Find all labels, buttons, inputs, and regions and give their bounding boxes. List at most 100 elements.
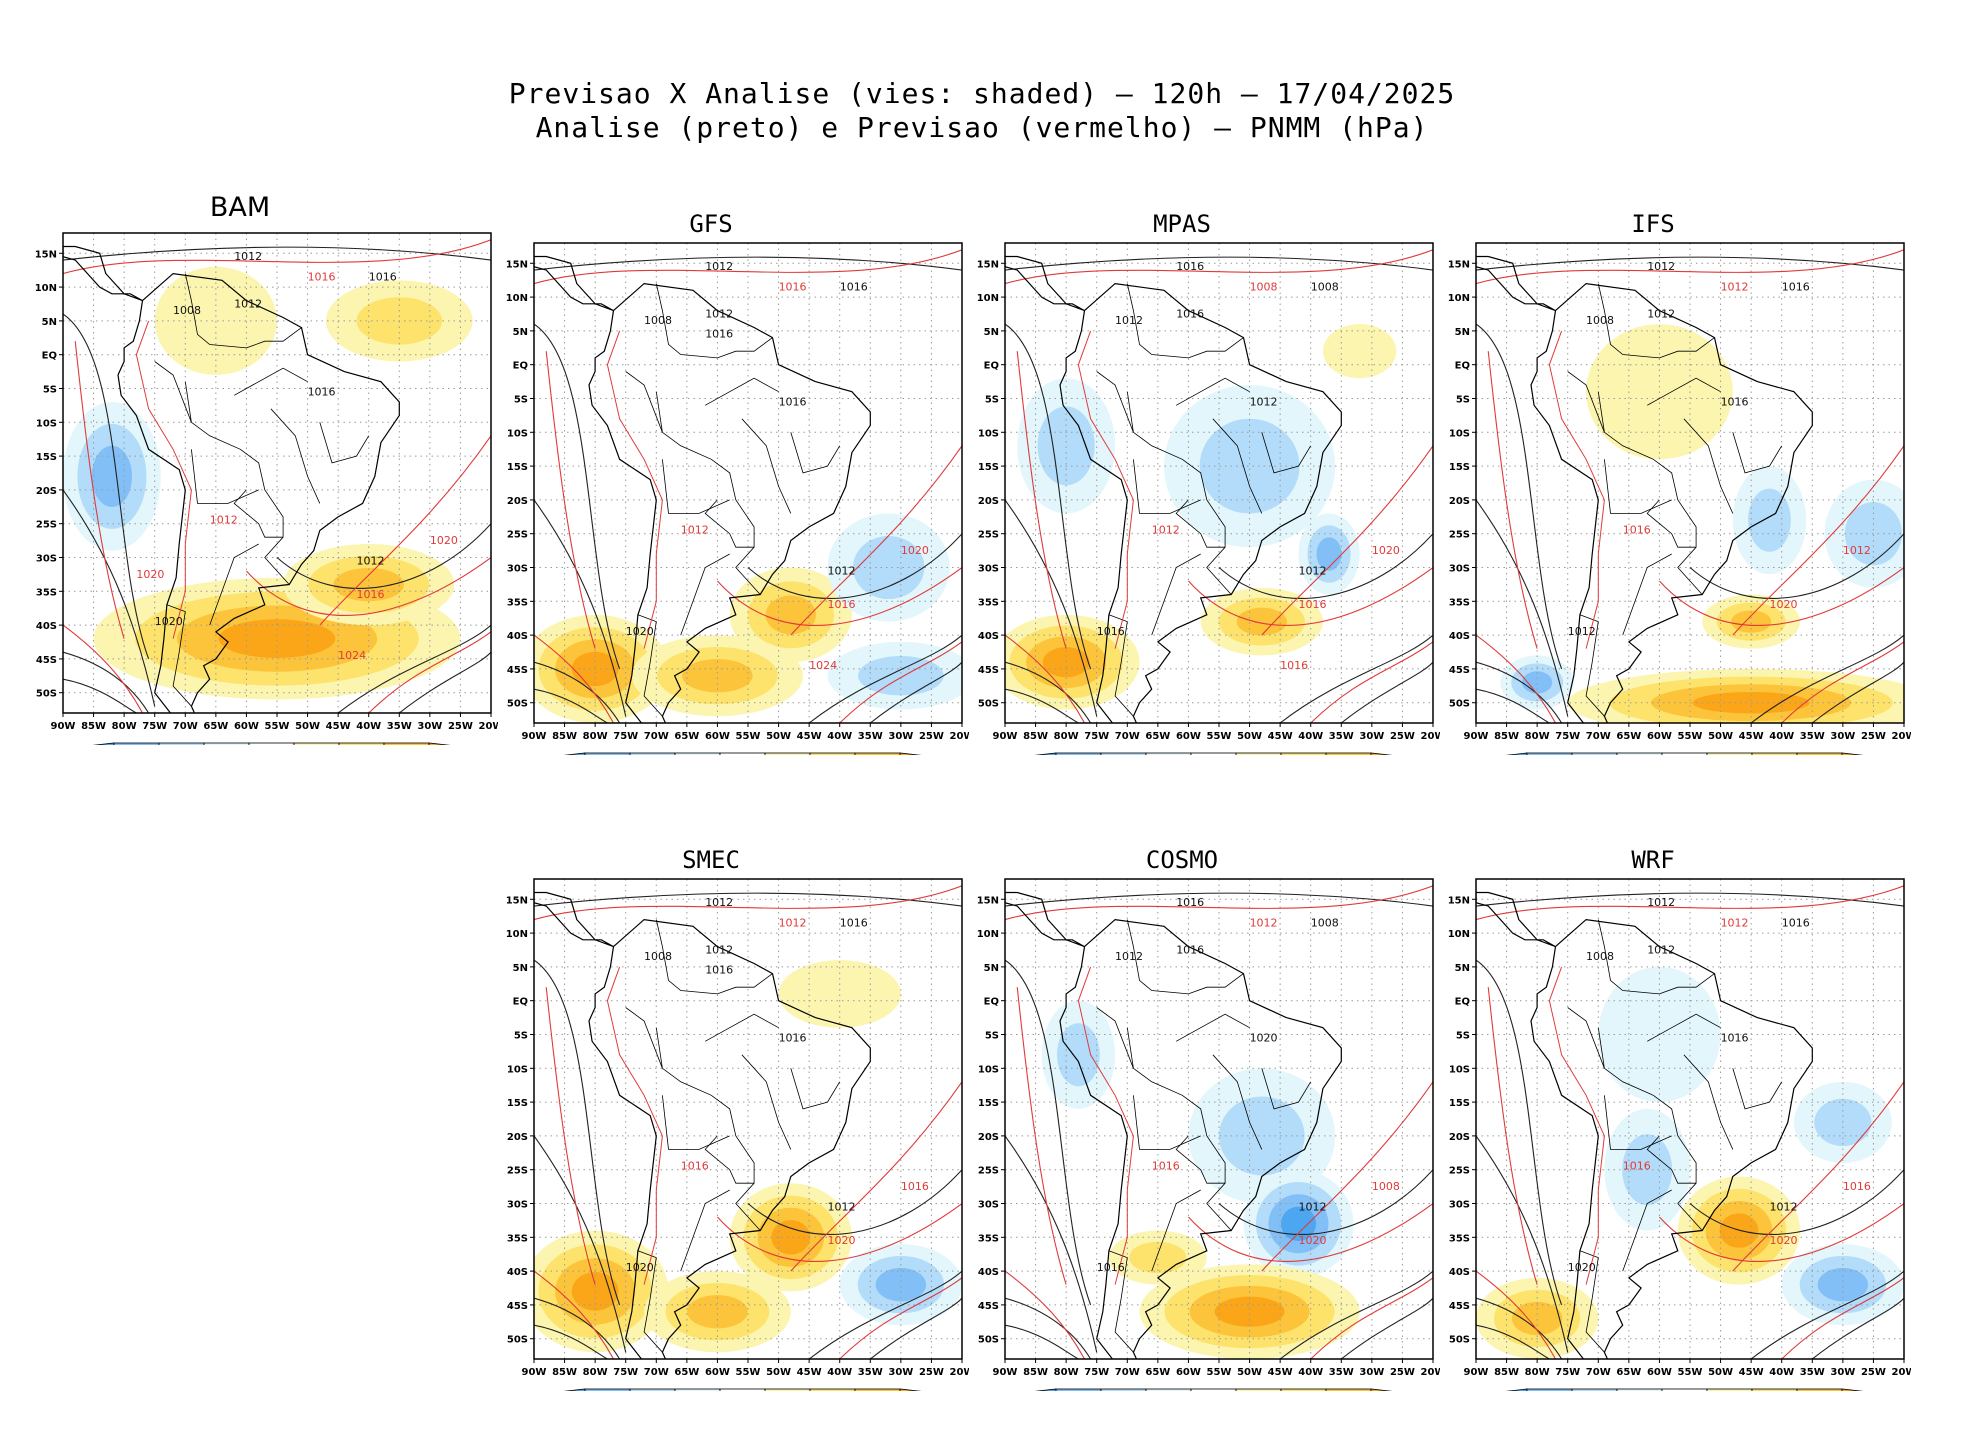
- country-border: [1151, 1189, 1201, 1272]
- forecast-isobar: [63, 624, 143, 713]
- panel-wrf: WRF 1012 1016 1008 1012 1016 1020 1012 1012 1016…: [1438, 846, 1911, 1406]
- lon-label: 30W: [1830, 731, 1855, 742]
- lat-label: 30S: [1449, 1200, 1470, 1211]
- lat-label: 15N: [1448, 259, 1470, 270]
- bias-shade: [852, 535, 925, 600]
- colorbar-segment: [1325, 752, 1372, 755]
- panel-title: MPAS: [1153, 210, 1211, 238]
- analysis-isobar-label: 1020: [1568, 1261, 1596, 1274]
- country-border: [1108, 614, 1134, 717]
- colorbar-segment: [1145, 1388, 1192, 1391]
- country-border: [1732, 1068, 1783, 1110]
- lon-label: 50W: [766, 731, 791, 742]
- map-plot: 1012 1016 1008 1012 1016 1020 1012 1016 1012 1016…: [506, 878, 969, 1391]
- lat-label: 45S: [507, 665, 528, 676]
- analysis-isobar-label: 1008: [1586, 950, 1614, 963]
- analysis-isobar-label: 1012: [1769, 1200, 1797, 1213]
- country-border: [1096, 1007, 1134, 1069]
- lon-label: 75W: [1555, 731, 1580, 742]
- analysis-isobar: [63, 313, 150, 660]
- country-border: [1176, 377, 1250, 406]
- colorbar-segment: [1706, 752, 1753, 755]
- lon-label: 25W: [919, 731, 944, 742]
- analysis-isobar: [1476, 892, 1904, 907]
- coastline: [1530, 918, 1813, 1359]
- coastline: [1476, 891, 1556, 948]
- colorbar-segment: [674, 1388, 721, 1391]
- analysis-isobar: [1218, 533, 1433, 599]
- forecast-isobar: [790, 1081, 962, 1272]
- country-border: [1175, 1135, 1226, 1184]
- analysis-isobar-label: 1008: [173, 304, 201, 317]
- lon-label: 25W: [1861, 1367, 1886, 1378]
- analysis-isobar-label: 1008: [1311, 916, 1339, 929]
- analysis-isobar: [534, 1135, 627, 1353]
- lon-label: 40W: [827, 731, 852, 742]
- bias-shade: [1219, 1096, 1305, 1176]
- colorbar-segment: [1190, 752, 1237, 755]
- lon-label: 35W: [387, 721, 412, 732]
- coastline: [588, 918, 871, 1359]
- colorbar-segment: [719, 1388, 766, 1391]
- lat-label: 20S: [978, 496, 999, 507]
- analysis-isobar-label: 1008: [644, 950, 672, 963]
- analysis-isobar-label: 1012: [1568, 625, 1596, 638]
- analysis-isobar-label: 1016: [1721, 395, 1749, 408]
- country-border: [1096, 371, 1134, 433]
- figure-title-line1: Previsao X Analise (vies: shaded) – 120h…: [508, 77, 1456, 110]
- analysis-isobar-label: 1008: [1311, 280, 1339, 293]
- lat-label: 35S: [507, 597, 528, 608]
- forecast-isobar-label: 1016: [827, 598, 855, 611]
- colorbar-segment: [1571, 752, 1618, 755]
- lat-label: 25S: [1449, 530, 1470, 541]
- country-border: [1261, 1068, 1312, 1110]
- lat-label: 15S: [978, 1098, 999, 1109]
- lon-label: 20W: [1421, 731, 1440, 742]
- forecast-isobar-label: 1020: [1298, 1234, 1326, 1247]
- country-border: [655, 919, 773, 995]
- bias-shade: [875, 1267, 927, 1302]
- country-border: [1126, 391, 1232, 595]
- bias-shade: [778, 960, 901, 1028]
- lon-label: 20W: [1892, 731, 1911, 742]
- lon-label: 60W: [1176, 1367, 1201, 1378]
- lat-label: 15N: [1448, 895, 1470, 906]
- forecast-isobar-label: 1008: [1372, 1180, 1400, 1193]
- lat-label: 5S: [1456, 394, 1470, 405]
- country-border: [1597, 283, 1715, 359]
- map-plot: 1012 1016 1008 1012 1016 1020 1012 1016 1016 1012…: [506, 242, 969, 755]
- analysis-isobar: [869, 1297, 962, 1359]
- forecast-isobar: [606, 330, 663, 649]
- lon-label: 45W: [1739, 731, 1764, 742]
- lat-label: 45S: [507, 1301, 528, 1312]
- country-border: [680, 553, 730, 636]
- lon-label: 40W: [1769, 731, 1794, 742]
- country-border: [1567, 371, 1605, 433]
- analysis-isobar: [1279, 634, 1433, 723]
- lat-label: 10S: [1449, 428, 1470, 439]
- colorbar-segment: [899, 752, 922, 755]
- lon-label: 85W: [1023, 1367, 1048, 1378]
- forecast-isobar: [534, 634, 614, 723]
- analysis-isobar: [1218, 1169, 1433, 1235]
- lon-label: 80W: [1525, 731, 1550, 742]
- lon-label: 65W: [1145, 731, 1170, 742]
- lon-label: 45W: [326, 721, 351, 732]
- forecast-isobar: [534, 885, 962, 921]
- analysis-isobar: [747, 1169, 962, 1235]
- lon-label: 60W: [705, 1367, 730, 1378]
- forecast-isobar-label: 1012: [779, 916, 807, 929]
- lon-label: 70W: [1115, 731, 1140, 742]
- lon-label: 75W: [1555, 1367, 1580, 1378]
- forecast-isobar: [839, 1277, 962, 1359]
- forecast-isobar: [1548, 966, 1605, 1285]
- lon-label: 90W: [993, 1367, 1018, 1378]
- lat-label: EQ: [984, 361, 999, 372]
- country-border: [1212, 1054, 1263, 1150]
- lat-label: 40S: [978, 1267, 999, 1278]
- colorbar-segment: [1661, 1388, 1708, 1391]
- lon-label: 45W: [1739, 1367, 1764, 1378]
- colorbar-segment: [1796, 752, 1843, 755]
- colorbar-segment: [1661, 752, 1708, 755]
- lat-label: 25S: [1449, 1166, 1470, 1177]
